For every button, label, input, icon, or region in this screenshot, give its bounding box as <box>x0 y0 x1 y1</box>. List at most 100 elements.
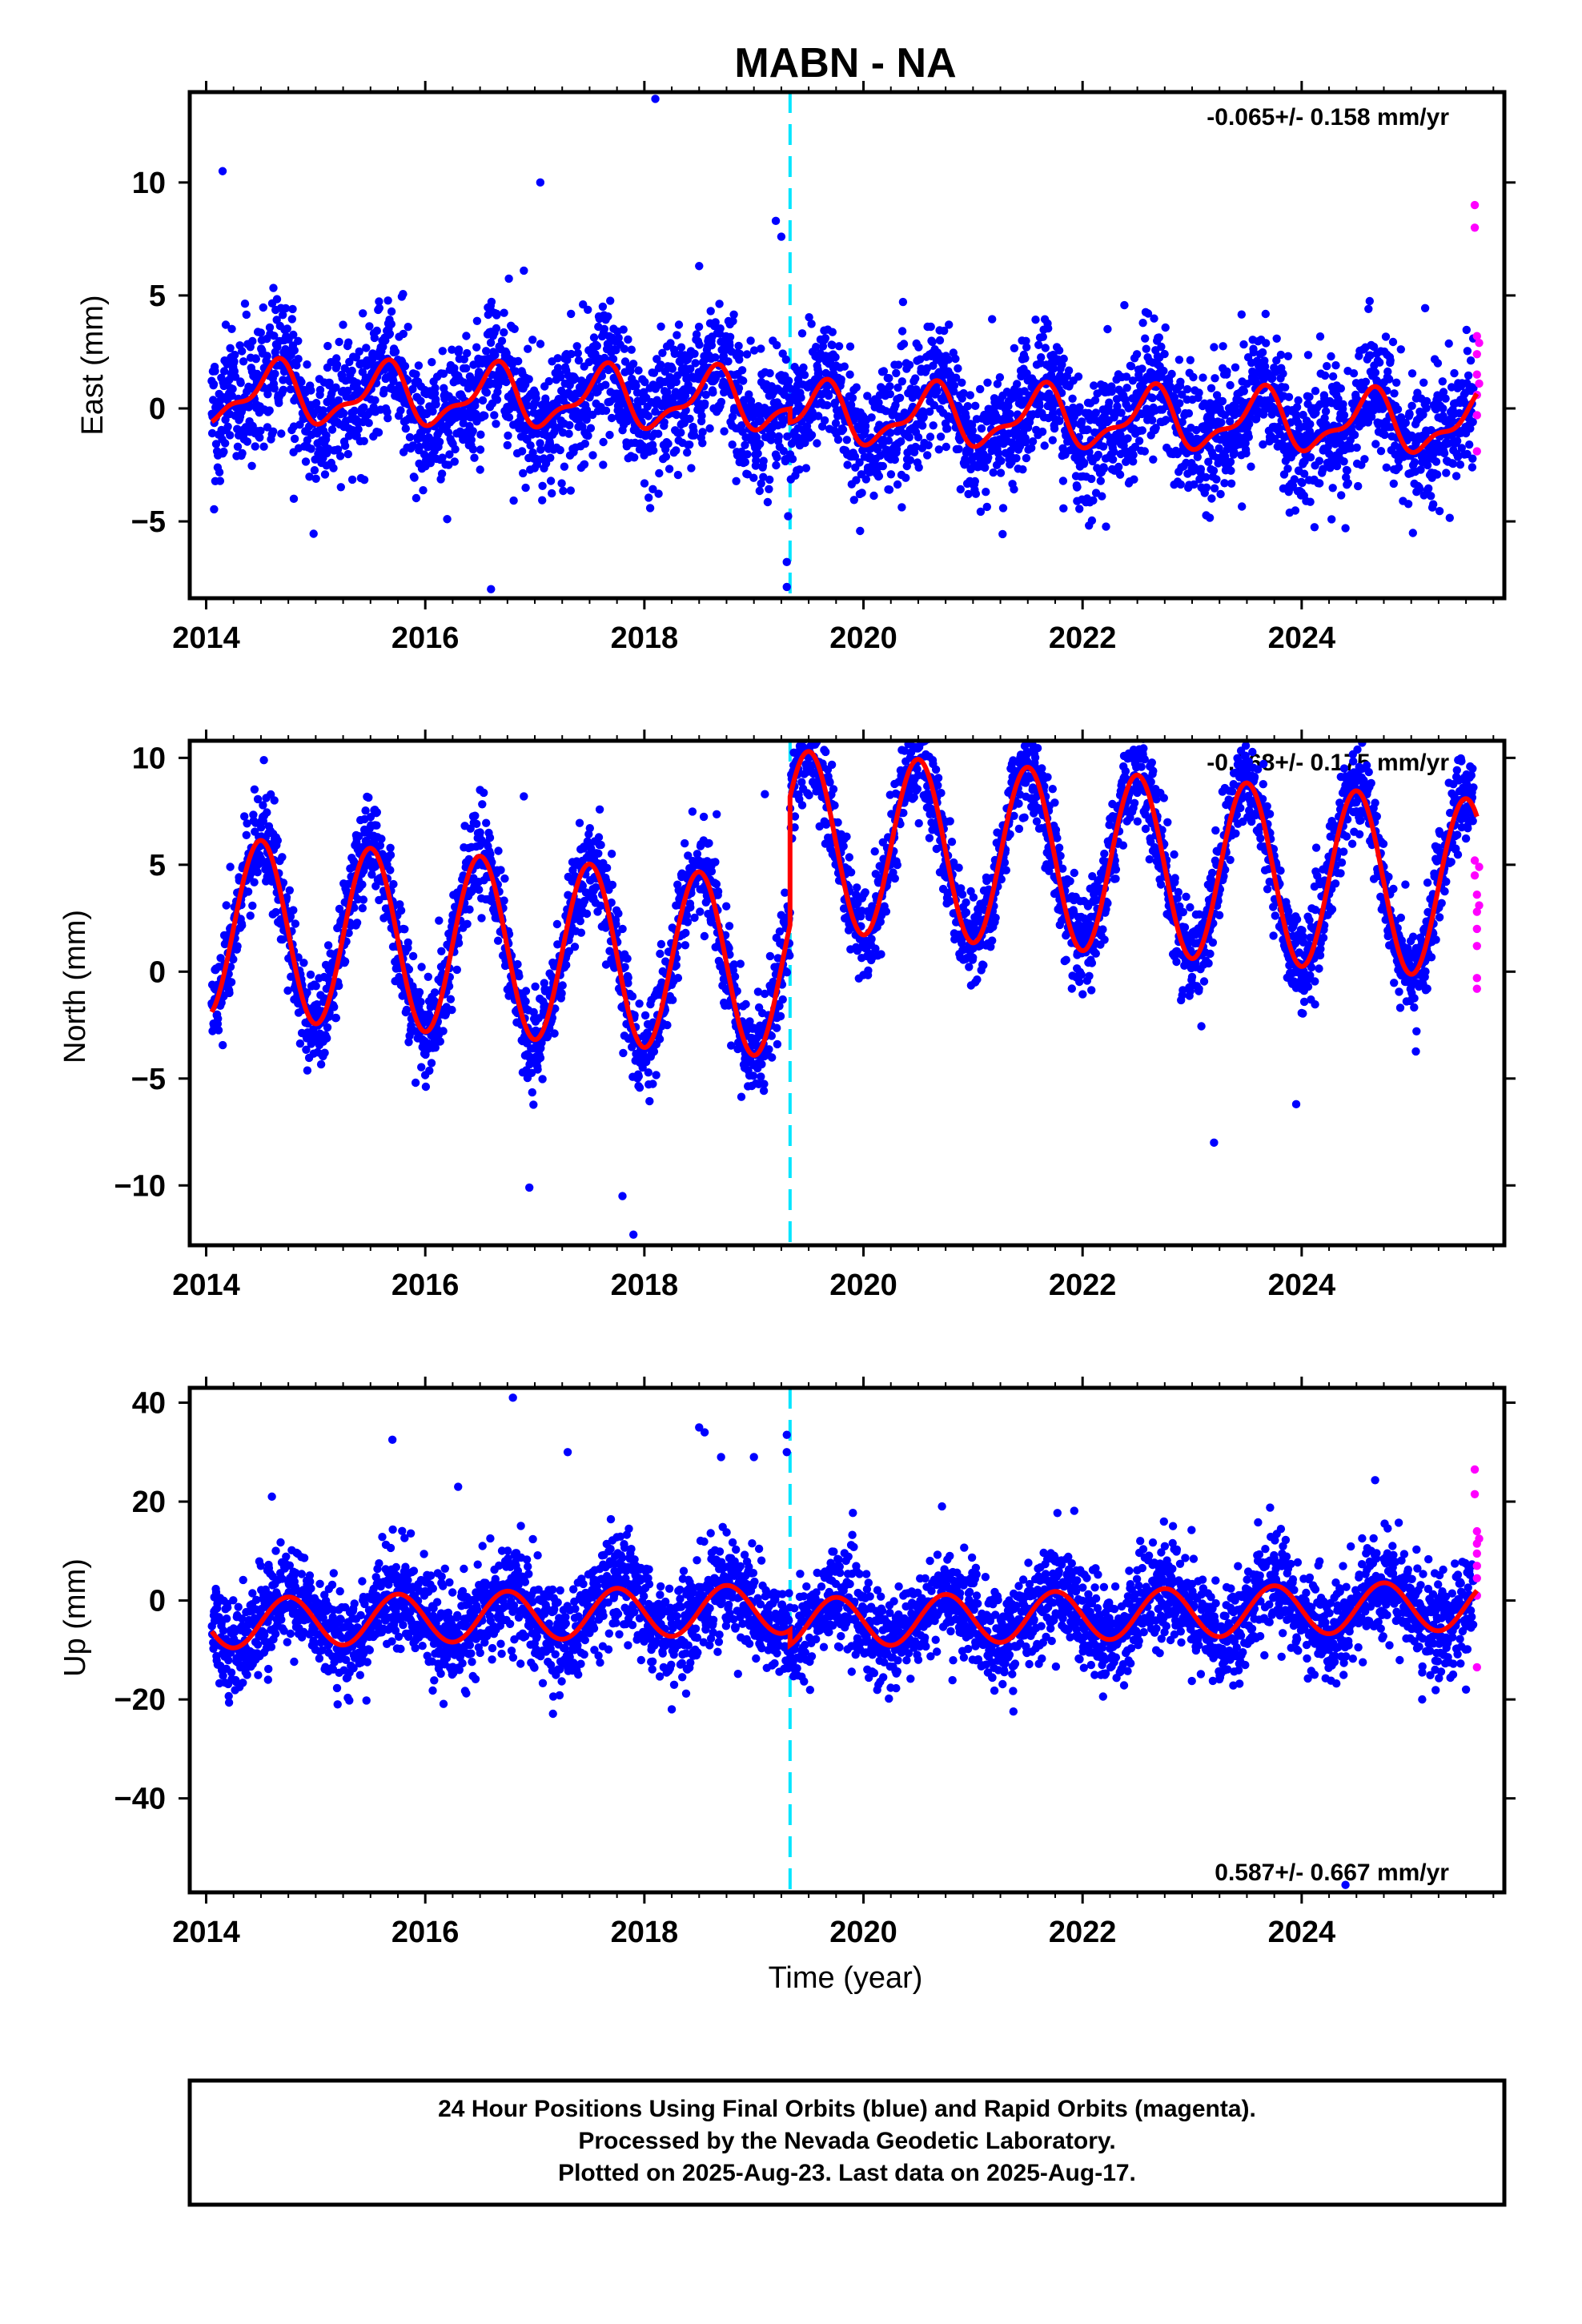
final-point <box>401 424 410 433</box>
final-point <box>1281 383 1290 392</box>
final-point <box>926 432 935 441</box>
final-point <box>1323 443 1332 452</box>
final-point <box>672 377 681 387</box>
final-point <box>1388 337 1398 347</box>
final-point <box>886 428 895 437</box>
final-point <box>288 304 297 314</box>
final-point <box>1148 416 1157 424</box>
final-point <box>1332 461 1342 471</box>
north-axis-label: North (mm) <box>58 910 92 1063</box>
final-point <box>1089 496 1098 505</box>
final-point <box>389 376 398 386</box>
east-panel: -0.065+/- 0.158 mm/yr East (mm) 2014 2016… <box>76 81 1516 655</box>
final-point <box>1130 442 1140 452</box>
final-point <box>416 396 425 405</box>
final-point <box>1143 309 1153 318</box>
final-point <box>1306 452 1315 462</box>
final-point <box>1450 368 1459 378</box>
final-point <box>1439 388 1448 396</box>
final-point <box>1463 347 1472 356</box>
final-point <box>331 383 340 392</box>
final-point <box>379 385 388 395</box>
final-point <box>923 451 932 460</box>
final-point <box>1221 452 1230 461</box>
final-point <box>782 582 791 592</box>
final-point <box>674 320 684 329</box>
final-point <box>472 316 482 325</box>
final-point <box>943 424 952 433</box>
final-point <box>756 440 765 448</box>
final-point <box>229 955 238 964</box>
final-point <box>431 384 440 392</box>
final-point <box>1193 452 1203 461</box>
final-point <box>1311 387 1320 396</box>
final-point <box>1239 340 1248 349</box>
final-point <box>845 370 854 379</box>
final-point <box>548 420 557 429</box>
final-point <box>566 486 575 495</box>
final-point <box>651 94 660 103</box>
final-point <box>834 342 844 351</box>
final-point <box>396 406 405 415</box>
final-point <box>711 353 720 362</box>
final-point <box>1242 448 1251 458</box>
final-point <box>837 375 845 384</box>
final-point <box>1140 447 1150 456</box>
final-point <box>246 911 255 920</box>
final-point <box>730 404 739 412</box>
final-point <box>1294 396 1303 405</box>
final-point <box>795 465 804 474</box>
final-point <box>1134 436 1144 445</box>
final-point <box>897 377 907 386</box>
final-point <box>1178 417 1186 427</box>
y-tick-label: −10 <box>114 1169 166 1203</box>
final-point <box>1352 443 1361 452</box>
final-point <box>1129 450 1138 460</box>
final-point <box>665 464 674 473</box>
final-point <box>476 445 485 454</box>
final-point <box>1207 384 1216 392</box>
final-point <box>861 475 871 484</box>
final-point <box>601 406 611 415</box>
final-point <box>1350 430 1359 440</box>
final-point <box>644 493 653 502</box>
final-point <box>289 906 298 915</box>
final-point <box>322 431 331 440</box>
final-point <box>741 457 749 467</box>
final-point <box>668 364 677 373</box>
final-point <box>269 283 278 292</box>
final-point <box>250 878 259 887</box>
east-plot-area <box>207 92 1484 598</box>
final-point <box>211 367 219 376</box>
final-point <box>1161 323 1170 332</box>
final-point <box>1422 396 1431 406</box>
final-point <box>355 832 363 841</box>
final-point <box>231 350 239 360</box>
final-point <box>211 440 221 448</box>
final-point <box>362 344 371 352</box>
final-point <box>383 408 391 416</box>
final-point <box>487 585 496 593</box>
final-point <box>1218 396 1227 406</box>
final-point <box>1022 336 1030 345</box>
final-point <box>1427 492 1435 501</box>
final-point <box>352 379 362 388</box>
final-point <box>283 986 292 995</box>
final-point <box>428 407 437 416</box>
final-point <box>486 338 496 348</box>
final-point <box>432 400 440 409</box>
final-point <box>439 1027 448 1035</box>
final-point <box>735 349 745 359</box>
final-point <box>295 1039 305 1048</box>
final-point <box>1132 350 1142 359</box>
final-point <box>1288 481 1298 490</box>
final-point <box>359 436 368 445</box>
final-point <box>1462 325 1472 335</box>
east-frame <box>187 90 1507 601</box>
final-point <box>673 470 683 480</box>
final-point <box>797 393 805 402</box>
final-point <box>222 901 231 910</box>
final-point <box>511 367 520 376</box>
final-point <box>1393 405 1403 414</box>
final-point <box>243 887 253 896</box>
